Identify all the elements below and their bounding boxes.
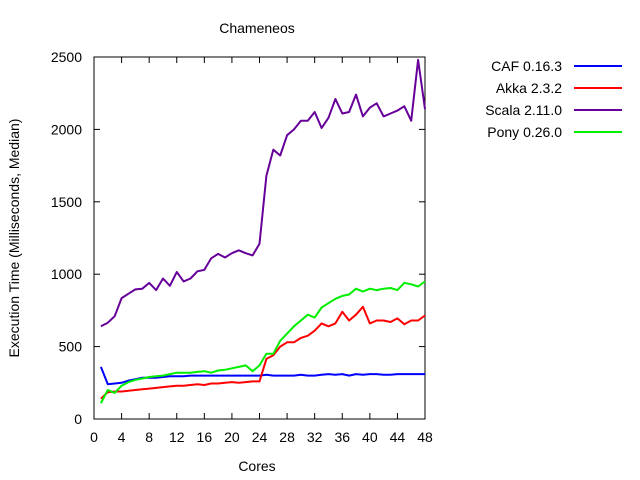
- x-axis-label: Cores: [238, 458, 275, 474]
- x-axis: 0 4 8 12 16 20 24 28 32 36 40 44 48: [90, 57, 433, 445]
- legend-label-scala: Scala 2.11.0: [485, 102, 562, 118]
- y-tick-label: 2500: [51, 49, 82, 65]
- x-tick-label: 20: [224, 429, 240, 445]
- y-axis-label: Execution Time (Milliseconds, Median): [6, 119, 22, 358]
- y-tick-label: 2000: [51, 121, 82, 137]
- x-tick-label: 16: [197, 429, 213, 445]
- x-tick-label: 44: [390, 429, 406, 445]
- legend-label-caf: CAF 0.16.3: [491, 58, 562, 74]
- y-tick-label: 0: [74, 411, 82, 427]
- series-line-akka: [100, 305, 426, 400]
- x-tick-label: 0: [90, 429, 98, 445]
- series-line-caf: [99, 366, 425, 386]
- series-line-scala: [100, 58, 426, 328]
- x-tick-label: 32: [307, 429, 323, 445]
- y-tick-label: 500: [59, 339, 83, 355]
- x-tick-label: 12: [169, 429, 185, 445]
- y-tick-label: 1500: [51, 194, 82, 210]
- legend-label-pony: Pony 0.26.0: [487, 124, 562, 140]
- series-line-pony: [100, 280, 426, 404]
- y-tick-label: 1000: [51, 266, 82, 282]
- x-tick-label: 24: [252, 429, 268, 445]
- legend-label-akka: Akka 2.3.2: [496, 80, 562, 96]
- chart-title: Chameneos: [219, 20, 295, 36]
- x-tick-label: 8: [145, 429, 153, 445]
- x-tick-label: 28: [279, 429, 295, 445]
- series-lines: [99, 58, 426, 404]
- x-tick-label: 4: [118, 429, 126, 445]
- x-tick-label: 40: [362, 429, 378, 445]
- legend: CAF 0.16.3 Akka 2.3.2 Scala 2.11.0 Pony 0.2…: [485, 58, 622, 140]
- y-axis: 0 500 1000 1500 2000 2500: [51, 49, 425, 427]
- x-tick-label: 48: [417, 429, 433, 445]
- x-tick-label: 36: [334, 429, 350, 445]
